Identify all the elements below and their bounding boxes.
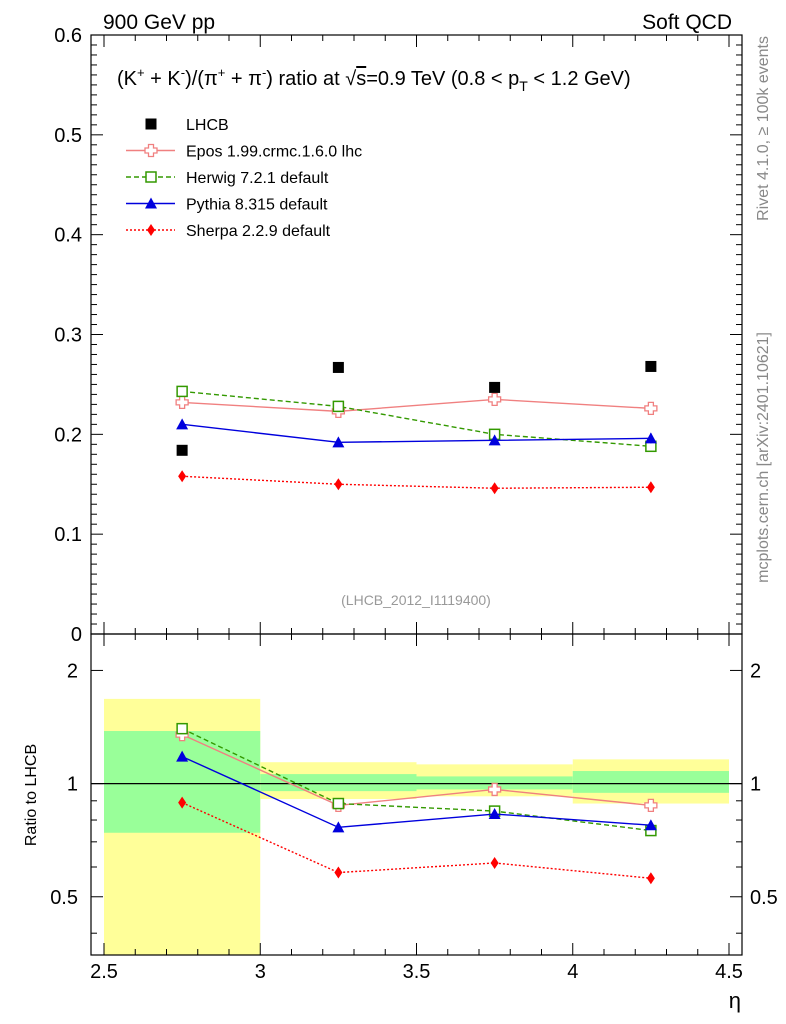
main-title: (K+ + K-)/(π+ + π-) ratio at √s=0.9 TeV … [117,65,631,94]
main-ytick-label: 0.3 [54,325,82,347]
ratio-band-stat [104,731,261,833]
main-panel-frame: 0 0.1 0.2 0.3 0.4 0.5 0.6 [54,25,743,646]
main-data-point [176,444,188,456]
main-point [488,434,501,446]
ratio-xtick-label: 3.5 [403,961,431,983]
ratio-point [490,856,499,869]
main-ytick-label: 0 [71,624,82,646]
main-point [176,385,188,398]
ratio-series-line [181,728,651,832]
main-data-point [332,361,344,373]
side-rivet: Rivet 4.1.0, ≥ 100k events [755,36,772,221]
main-series-line [182,390,651,448]
ratio-point [487,782,502,797]
main-point [332,400,345,413]
main-ytick-label: 0.6 [54,25,82,47]
main-point [332,436,345,448]
ratio-ylabel: Ratio to LHCB [23,744,40,846]
ratio-series-line [181,733,651,807]
ratio-series-line [181,755,651,829]
main-point [646,481,655,494]
ratio-xtick-label: 2.5 [90,961,118,983]
ratio-ytick-label-right: 1 [750,774,761,796]
main-point [334,478,343,491]
main-point [175,395,189,410]
ratio-xtick-label: 4.5 [715,961,743,983]
main-point [644,401,658,416]
legend-label: Epos 1.99.crmc.1.6.0 lhc [186,144,362,161]
main-point [178,470,187,483]
main-data-point [645,360,657,372]
ratio-panel-series [175,722,658,885]
legend-label: Pythia 8.315 default [186,197,328,214]
legend-label: LHCB [186,117,229,134]
ratio-band-stat [260,774,417,792]
main-data-point [489,381,501,393]
ratio-point [176,750,189,762]
ratio-point [646,872,655,885]
main-point [490,482,499,495]
legend-label: Sherpa 2.2.9 default [186,223,331,240]
main-series-line [182,475,651,489]
ratio-ytick-label-left: 0.5 [50,887,78,909]
ratio-point [644,819,657,831]
ratio-band-stat [572,771,729,793]
ratio-point [488,808,501,820]
ratio-xtick-label: 3 [255,961,266,983]
x-axis-label: η [729,988,741,1013]
main-point [644,432,657,444]
legend-marker [144,143,158,158]
header-left: 900 GeV pp [103,11,215,34]
main-series-line [182,423,651,444]
main-point [487,392,502,407]
ratio-point [334,866,343,879]
main-panel-series [175,360,658,495]
legend: LHCB Epos 1.99.crmc.1.6.0 lhc Herwig 7.2.1… [126,117,362,240]
main-ytick-label: 0.1 [54,524,82,546]
ratio-bands [91,698,742,955]
main-point [176,418,189,430]
legend-marker [147,224,155,236]
main-series-line [182,398,651,413]
ratio-point [176,722,188,735]
ratio-xtick-label: 4 [567,961,578,983]
ratio-point [644,798,658,813]
analysis-id: (LHCB_2012_I1119400) [341,592,491,608]
main-ytick-label: 0.4 [54,225,82,247]
ratio-ytick-label-right: 0.5 [750,887,778,909]
side-mcplots: mcplots.cern.ch [arXiv:2401.10621] [755,332,772,583]
main-ytick-label: 0.5 [54,125,82,147]
ratio-ytick-label-left: 2 [67,660,78,682]
legend-marker [145,118,157,130]
ratio-series-line [181,801,651,879]
legend-marker [145,197,157,209]
ratio-point [332,797,345,810]
ratio-point [332,821,345,833]
ratio-point [178,796,187,809]
ratio-ytick-label-right: 2 [750,660,761,682]
ratio-ytick-label-left: 1 [67,774,78,796]
legend-marker [145,171,157,183]
legend-label: Herwig 7.2.1 default [186,170,329,187]
header-right: Soft QCD [642,11,732,34]
ratio-panel-frame: 0.5 0.5 1 1 2 2 2.5 3 3.5 4 4.5 [50,633,778,983]
main-ytick-label: 0.2 [54,424,82,446]
